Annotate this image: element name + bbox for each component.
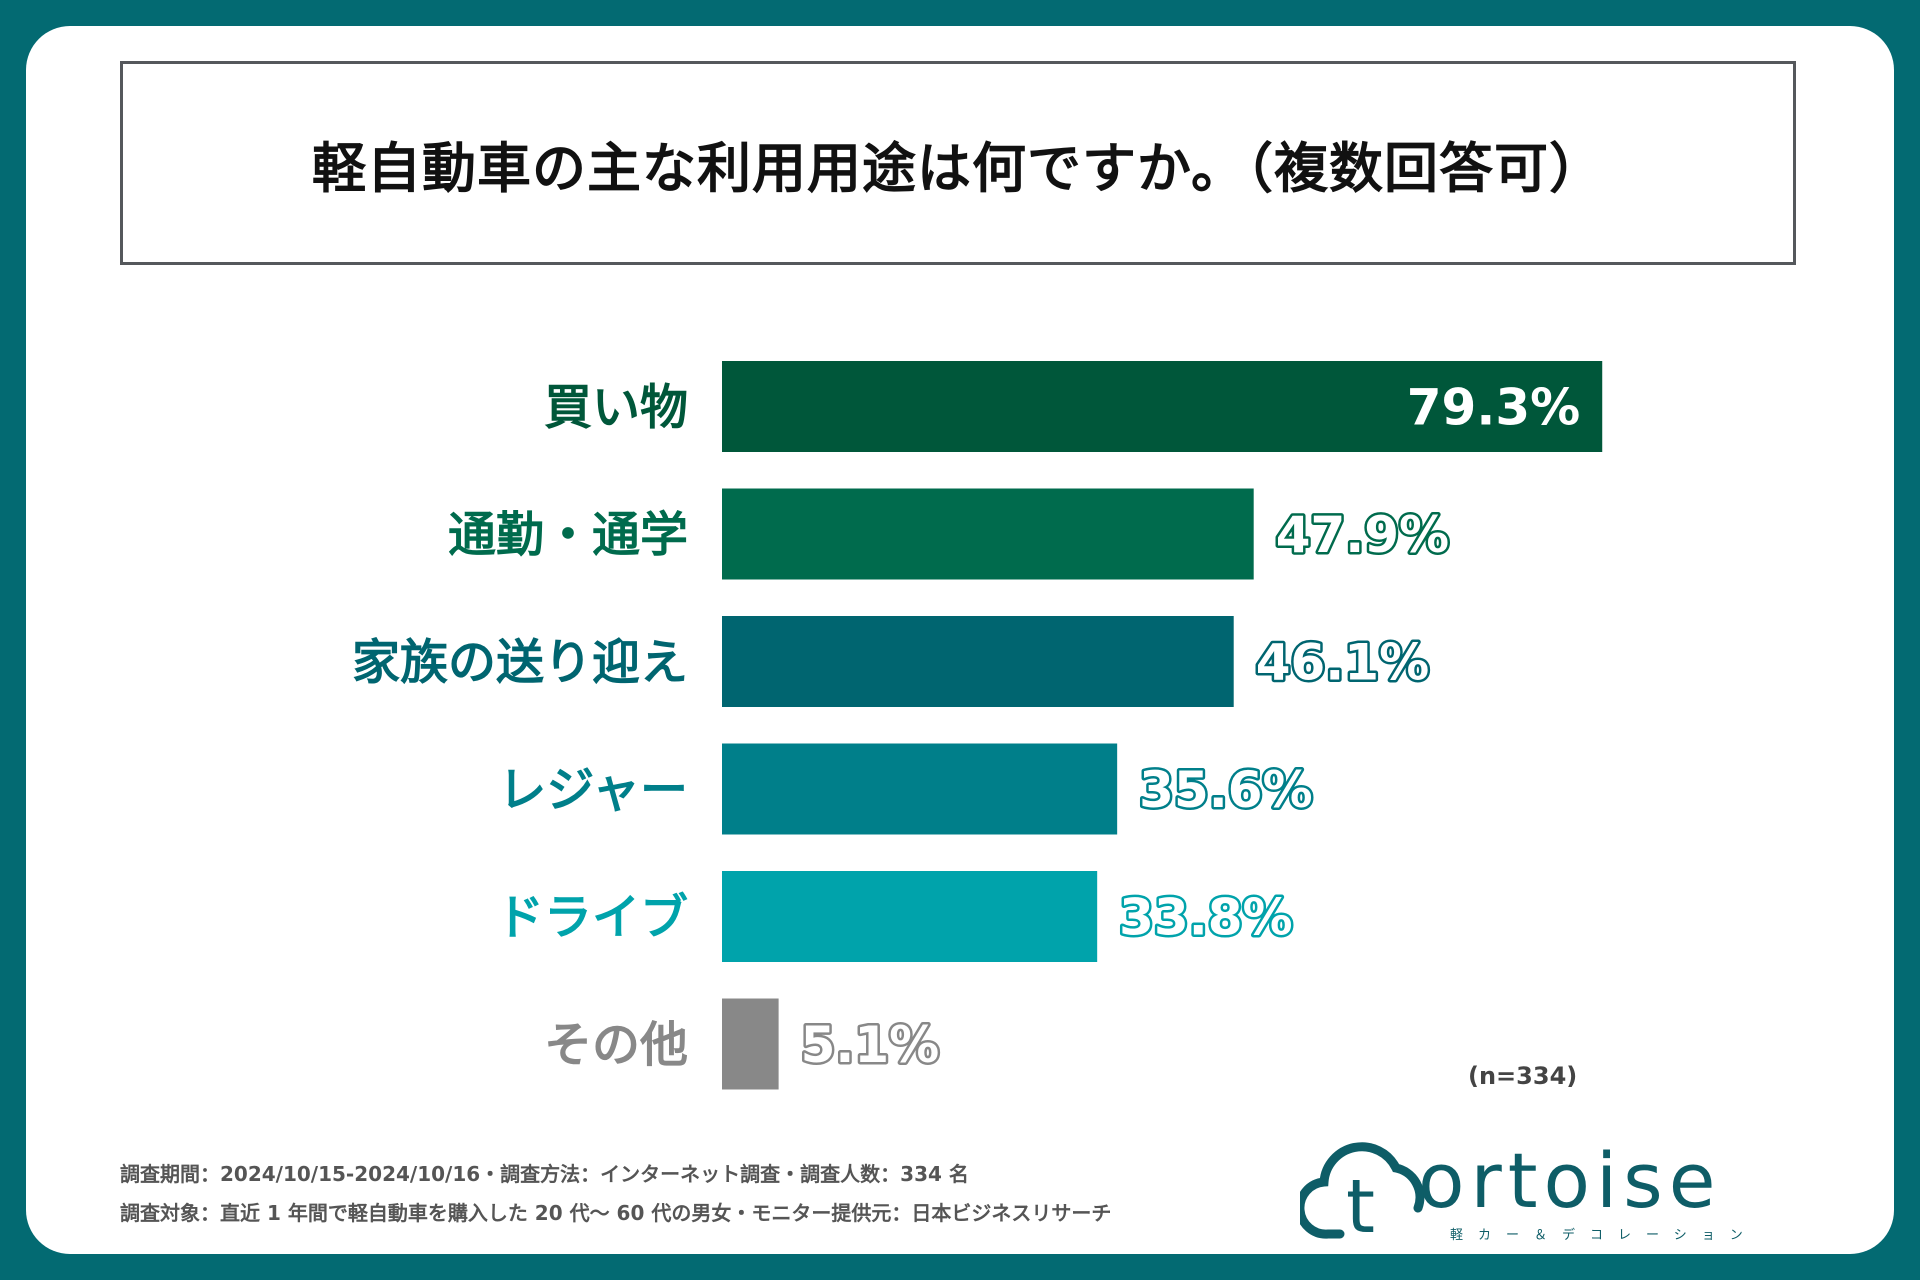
value-label-2: 46.1%: [1256, 634, 1429, 692]
category-label-4: ドライブ: [496, 890, 688, 946]
cloud-t-icon: t: [1300, 1142, 1425, 1248]
category-label-1: 通勤・通学: [448, 507, 688, 563]
bar-2: [722, 616, 1234, 707]
value-label-3: 35.6%: [1139, 761, 1312, 819]
value-label-0: 79.3%: [1407, 379, 1580, 437]
logo-t-letter: t: [1346, 1164, 1375, 1248]
category-label-3: レジャー: [498, 762, 688, 818]
footer-survey-period: 調査期間：2024/10/15-2024/10/16・調査方法：インターネット調…: [120, 1162, 969, 1186]
bar-3: [722, 743, 1118, 835]
category-label-0: 買い物: [544, 380, 688, 436]
value-label-1: 47.9%: [1276, 506, 1449, 564]
bar-5: [722, 998, 779, 1090]
sample-size-note: (n=334): [1468, 1062, 1578, 1090]
bar-4: [722, 871, 1098, 962]
footer-survey-target: 調査対象：直近 1 年間で軽自動車を購入した 20 代〜 60 代の男女・モニタ…: [120, 1201, 1112, 1225]
bar-1: [722, 488, 1254, 580]
category-label-2: 家族の送り迎え: [352, 635, 688, 691]
tortoise-logo: t ortoise 軽カー＆デコレーション: [1300, 1128, 1820, 1248]
chart-title: 軽自動車の主な利用用途は何ですか。（複数回答可）: [312, 136, 1604, 200]
category-label-5: その他: [544, 1017, 688, 1073]
value-label-4: 33.8%: [1119, 889, 1292, 947]
title-box: 軽自動車の主な利用用途は何ですか。（複数回答可）: [120, 61, 1796, 265]
value-label-5: 5.1%: [801, 1016, 940, 1074]
logo-tagline: 軽カー＆デコレーション: [1450, 1228, 1758, 1243]
bar-0: [722, 361, 1603, 452]
logo-wordmark: ortoise: [1418, 1136, 1722, 1225]
